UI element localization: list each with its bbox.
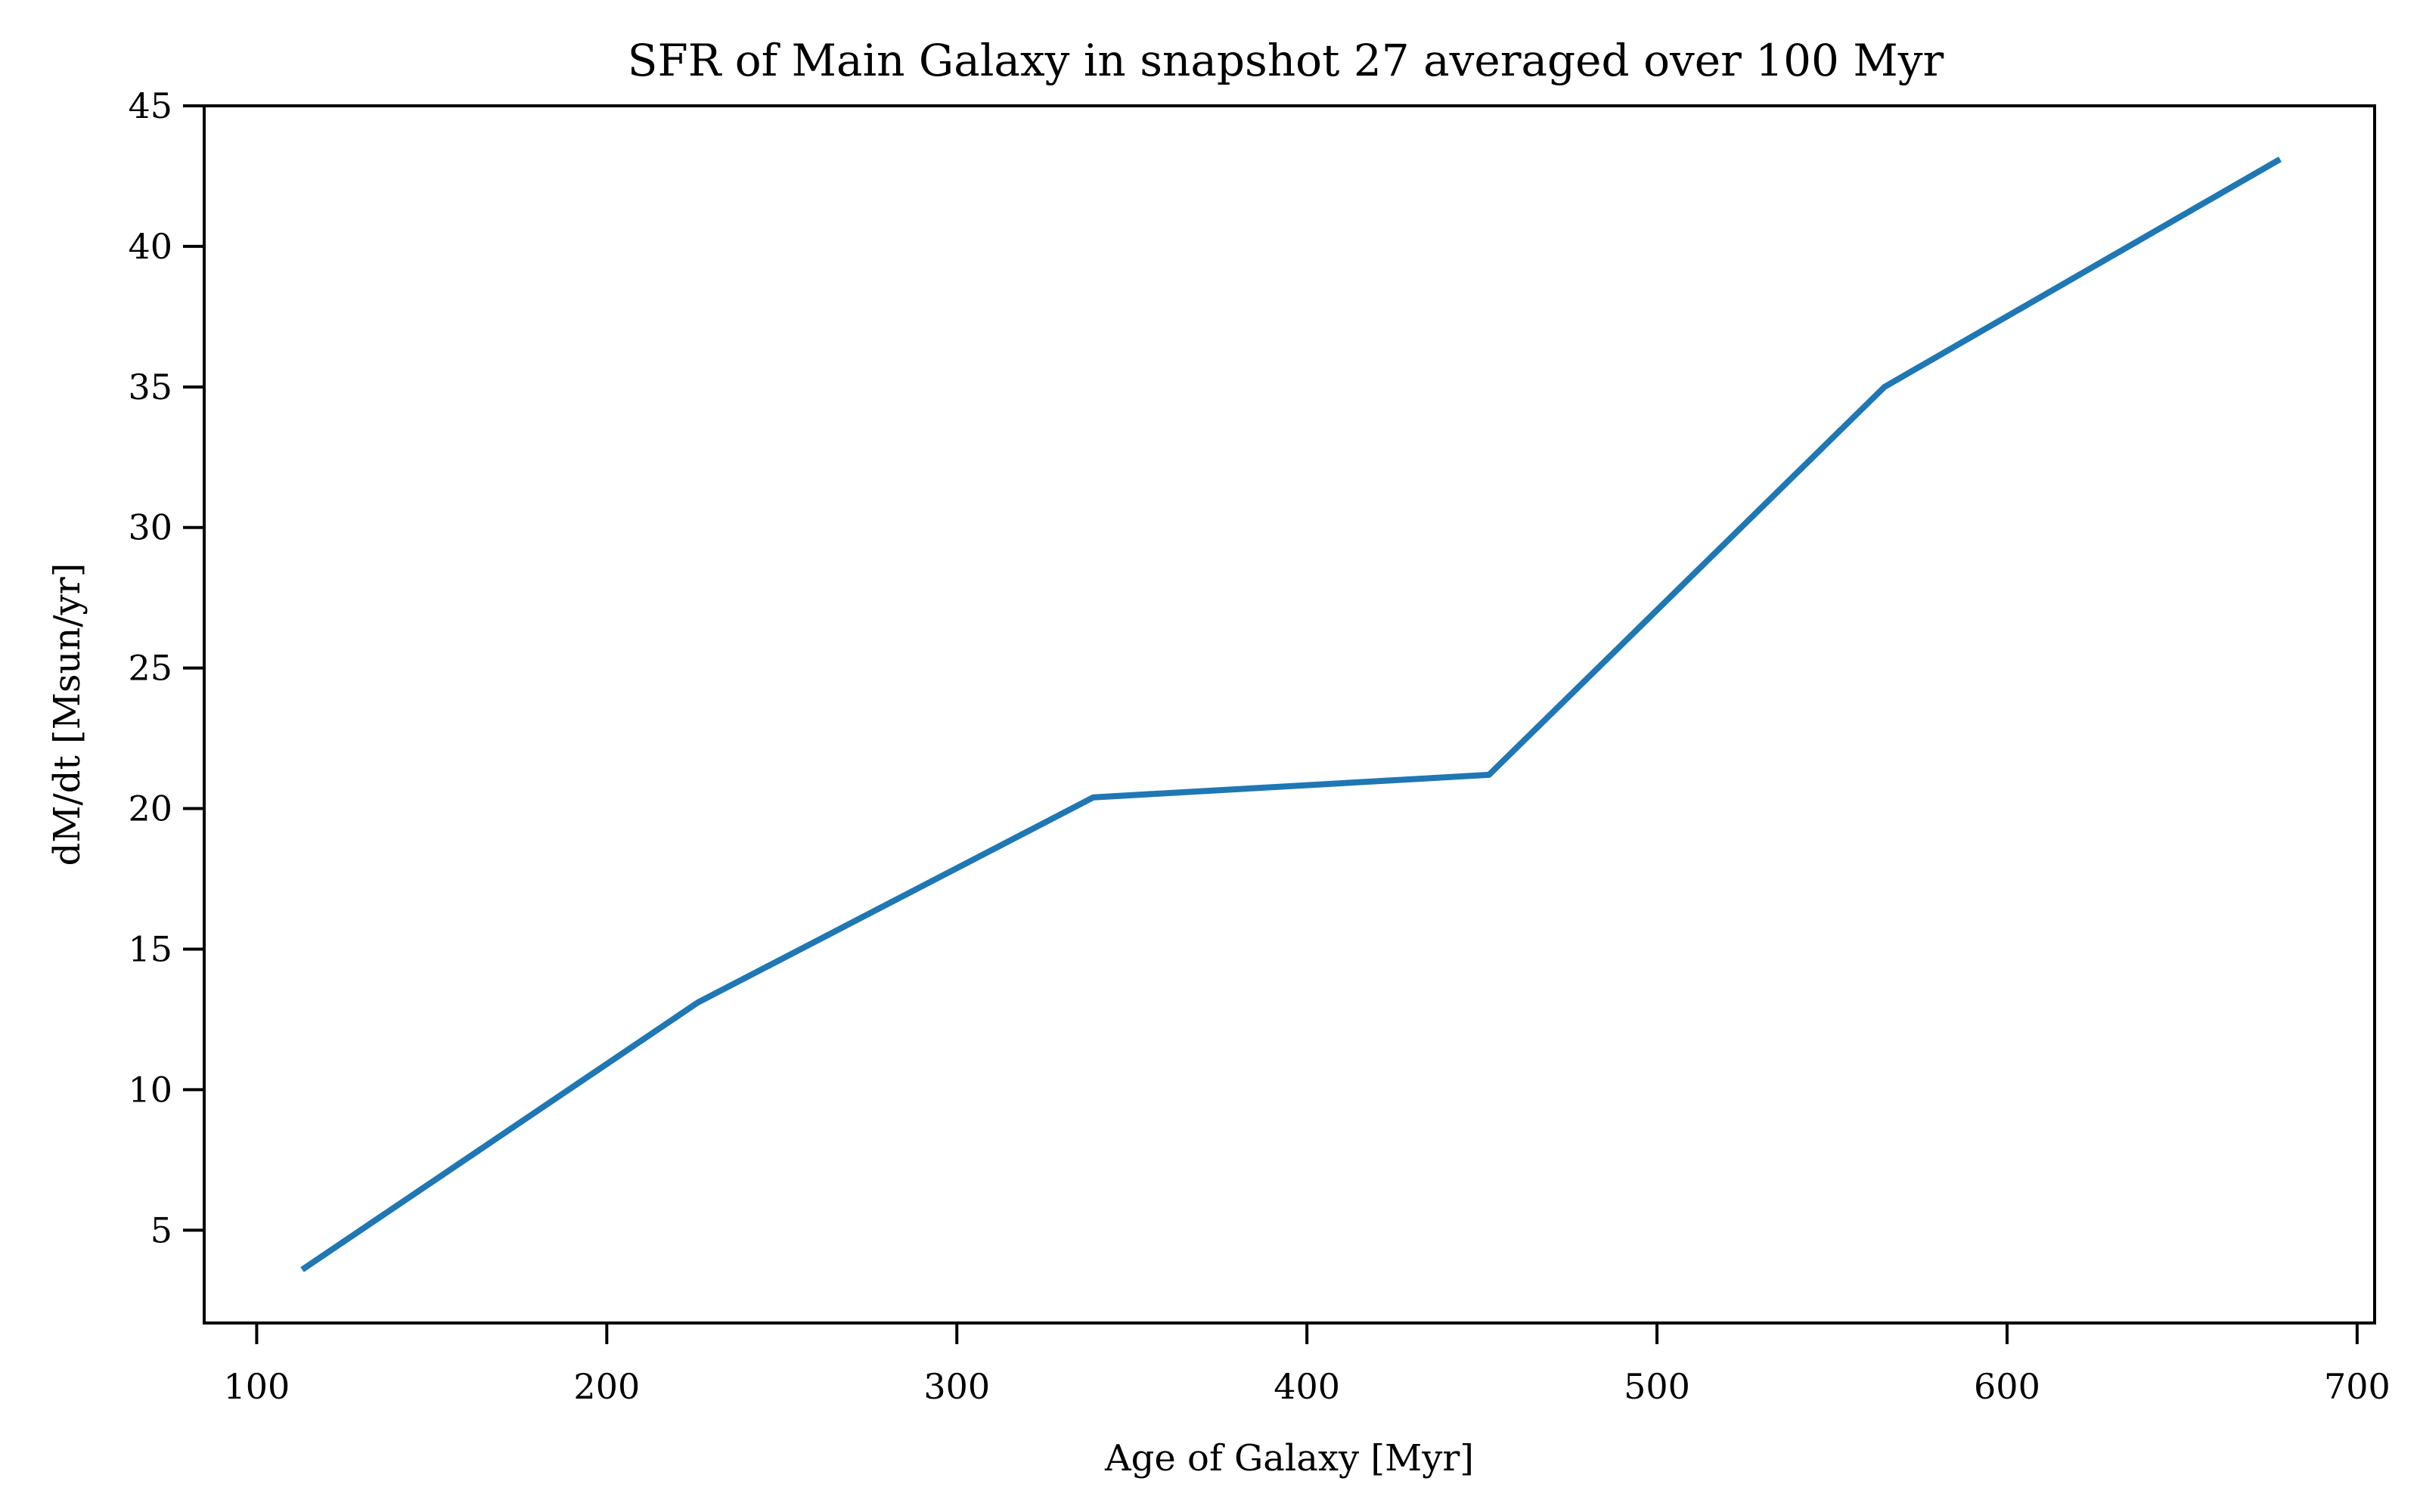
- y-tick-label: 20: [128, 789, 172, 829]
- y-axis-ticks: 5 10 15 20 25 30 35 40 45: [128, 85, 204, 1250]
- y-tick-label: 30: [128, 507, 172, 548]
- y-tick-label: 15: [128, 928, 172, 969]
- x-tick-label: 100: [224, 1366, 290, 1407]
- y-tick-label: 40: [128, 226, 172, 267]
- x-tick-label: 500: [1624, 1366, 1690, 1407]
- y-tick-label: 45: [128, 85, 172, 126]
- y-tick-label: 10: [128, 1069, 172, 1110]
- x-tick-label: 300: [923, 1366, 990, 1407]
- x-axis-label: Age of Galaxy [Myr]: [1104, 1437, 1474, 1479]
- x-axis-ticks: 100 200 300 400 500 600 700: [224, 1323, 2391, 1407]
- x-tick-label: 200: [573, 1366, 640, 1407]
- y-tick-label: 25: [128, 648, 172, 689]
- y-tick-label: 35: [128, 367, 172, 407]
- x-tick-label: 700: [2324, 1366, 2391, 1407]
- x-tick-label: 600: [1974, 1366, 2040, 1407]
- plot-area-frame: [203, 104, 2376, 1325]
- chart-title: SFR of Main Galaxy in snapshot 27 averag…: [628, 35, 1944, 86]
- y-tick-label: 5: [150, 1210, 172, 1250]
- series-line-0: [300, 156, 2282, 1272]
- x-tick-label: 400: [1274, 1366, 1340, 1407]
- series-group: [300, 156, 2282, 1272]
- y-axis-label: dM/dt [Msun/yr]: [46, 563, 88, 866]
